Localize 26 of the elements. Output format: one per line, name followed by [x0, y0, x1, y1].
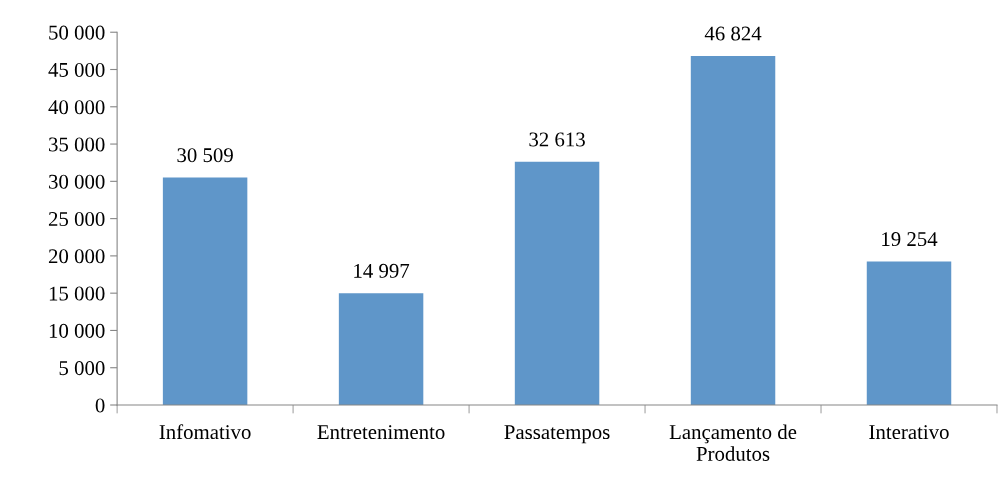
y-tick-label: 35 000 [49, 137, 105, 152]
x-tick-label: Lançamento de Produtos [669, 424, 797, 461]
x-tick-label: Interativo [869, 425, 949, 440]
bar [338, 293, 424, 405]
x-tick-label: Infomativo [159, 424, 251, 440]
data-label: 32 613 [529, 132, 585, 147]
bar [866, 261, 952, 405]
data-label: 30 509 [177, 148, 233, 163]
y-tick-label: 40 000 [48, 100, 105, 115]
y-tick-label: 0 [95, 398, 105, 413]
y-tick-label: 45 000 [48, 62, 105, 77]
y-tick-label: 30 000 [49, 174, 105, 189]
data-label: 14 997 [354, 263, 410, 278]
bar [162, 177, 248, 405]
y-tick-label: 20 000 [48, 249, 105, 264]
y-tick-label: 15 000 [49, 286, 105, 301]
y-tick-label: 25 000 [48, 211, 105, 227]
data-label: 19 254 [882, 232, 938, 247]
bar [514, 161, 600, 405]
y-tick-label: 50 000 [49, 25, 105, 40]
y-tick-label: 10 000 [49, 323, 105, 338]
x-tick-label: Passatempos [504, 425, 610, 444]
y-tick-label: 5 000 [59, 361, 105, 376]
data-label: 46 824 [704, 26, 762, 41]
x-tick-label: Entretenimento [317, 425, 445, 440]
bar [690, 55, 776, 405]
